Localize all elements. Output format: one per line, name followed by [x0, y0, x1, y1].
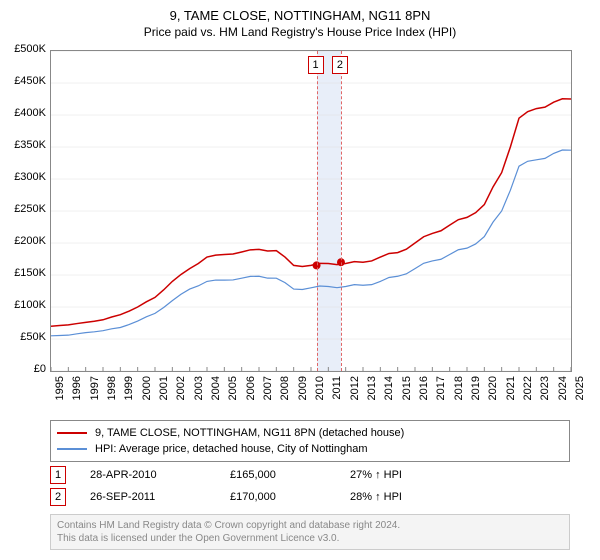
x-tick-label: 2013 [366, 376, 378, 406]
y-tick-label: £500K [0, 43, 46, 55]
legend-row: 9, TAME CLOSE, NOTTINGHAM, NG11 8PN (det… [57, 425, 563, 441]
sale-vline [341, 51, 342, 371]
sale-price: £170,000 [230, 491, 350, 503]
x-tick-label: 2014 [383, 376, 395, 406]
x-tick-label: 2001 [158, 376, 170, 406]
x-tick-label: 2019 [470, 376, 482, 406]
x-tick-label: 2024 [557, 376, 569, 406]
x-tick-label: 2008 [279, 376, 291, 406]
title-block: 9, TAME CLOSE, NOTTINGHAM, NG11 8PN Pric… [0, 0, 600, 39]
x-tick-label: 2015 [401, 376, 413, 406]
chart-subtitle: Price paid vs. HM Land Registry's House … [0, 25, 600, 39]
x-tick-label: 2023 [539, 376, 551, 406]
y-tick-label: £400K [0, 107, 46, 119]
sale-row: 2 26-SEP-2011 £170,000 28% ↑ HPI [50, 486, 570, 508]
y-tick-label: £450K [0, 75, 46, 87]
chart-svg [51, 51, 571, 371]
x-tick-label: 2020 [487, 376, 499, 406]
x-tick-label: 2002 [175, 376, 187, 406]
y-tick-label: £150K [0, 267, 46, 279]
legend-row: HPI: Average price, detached house, City… [57, 441, 563, 457]
y-tick-label: £50K [0, 331, 46, 343]
x-tick-label: 2025 [574, 376, 586, 406]
x-tick-label: 2017 [435, 376, 447, 406]
x-tick-label: 2012 [349, 376, 361, 406]
legend-label: 9, TAME CLOSE, NOTTINGHAM, NG11 8PN (det… [95, 427, 404, 439]
footer-line: This data is licensed under the Open Gov… [57, 532, 563, 545]
sale-date: 28-APR-2010 [90, 469, 230, 481]
legend-swatch [57, 448, 87, 450]
chart-plot-area [50, 50, 572, 372]
x-tick-label: 2010 [314, 376, 326, 406]
footer-box: Contains HM Land Registry data © Crown c… [50, 514, 570, 550]
legend-box: 9, TAME CLOSE, NOTTINGHAM, NG11 8PN (det… [50, 420, 570, 462]
x-tick-label: 2016 [418, 376, 430, 406]
x-tick-label: 2004 [210, 376, 222, 406]
x-tick-label: 2003 [193, 376, 205, 406]
x-tick-label: 2018 [453, 376, 465, 406]
chart-title: 9, TAME CLOSE, NOTTINGHAM, NG11 8PN [0, 8, 600, 23]
sale-price: £165,000 [230, 469, 350, 481]
sale-pct: 27% ↑ HPI [350, 469, 470, 481]
legend-label: HPI: Average price, detached house, City… [95, 443, 368, 455]
series-price_paid [51, 99, 571, 326]
x-tick-label: 2005 [227, 376, 239, 406]
x-tick-label: 2011 [331, 376, 343, 406]
y-tick-label: £0 [0, 363, 46, 375]
y-tick-label: £100K [0, 299, 46, 311]
x-tick-label: 1998 [106, 376, 118, 406]
x-tick-label: 2021 [505, 376, 517, 406]
sale-number-box: 1 [50, 466, 66, 484]
x-tick-label: 2022 [522, 376, 534, 406]
footer-line: Contains HM Land Registry data © Crown c… [57, 519, 563, 532]
sale-marker-label: 2 [332, 56, 348, 74]
x-tick-label: 2000 [141, 376, 153, 406]
x-tick-label: 1995 [54, 376, 66, 406]
chart-container: 9, TAME CLOSE, NOTTINGHAM, NG11 8PN Pric… [0, 0, 600, 560]
sale-vline [317, 51, 318, 371]
y-tick-label: £200K [0, 235, 46, 247]
x-tick-label: 1996 [71, 376, 83, 406]
sale-number-box: 2 [50, 488, 66, 506]
legend-swatch [57, 432, 87, 434]
y-tick-label: £350K [0, 139, 46, 151]
sale-date: 26-SEP-2011 [90, 491, 230, 503]
x-tick-label: 1997 [89, 376, 101, 406]
x-tick-label: 1999 [123, 376, 135, 406]
y-tick-label: £250K [0, 203, 46, 215]
x-tick-label: 2006 [245, 376, 257, 406]
sale-row: 1 28-APR-2010 £165,000 27% ↑ HPI [50, 464, 570, 486]
x-tick-label: 2007 [262, 376, 274, 406]
sale-pct: 28% ↑ HPI [350, 491, 470, 503]
sales-table: 1 28-APR-2010 £165,000 27% ↑ HPI 2 26-SE… [50, 464, 570, 508]
sale-marker-label: 1 [308, 56, 324, 74]
x-tick-label: 2009 [297, 376, 309, 406]
y-tick-label: £300K [0, 171, 46, 183]
